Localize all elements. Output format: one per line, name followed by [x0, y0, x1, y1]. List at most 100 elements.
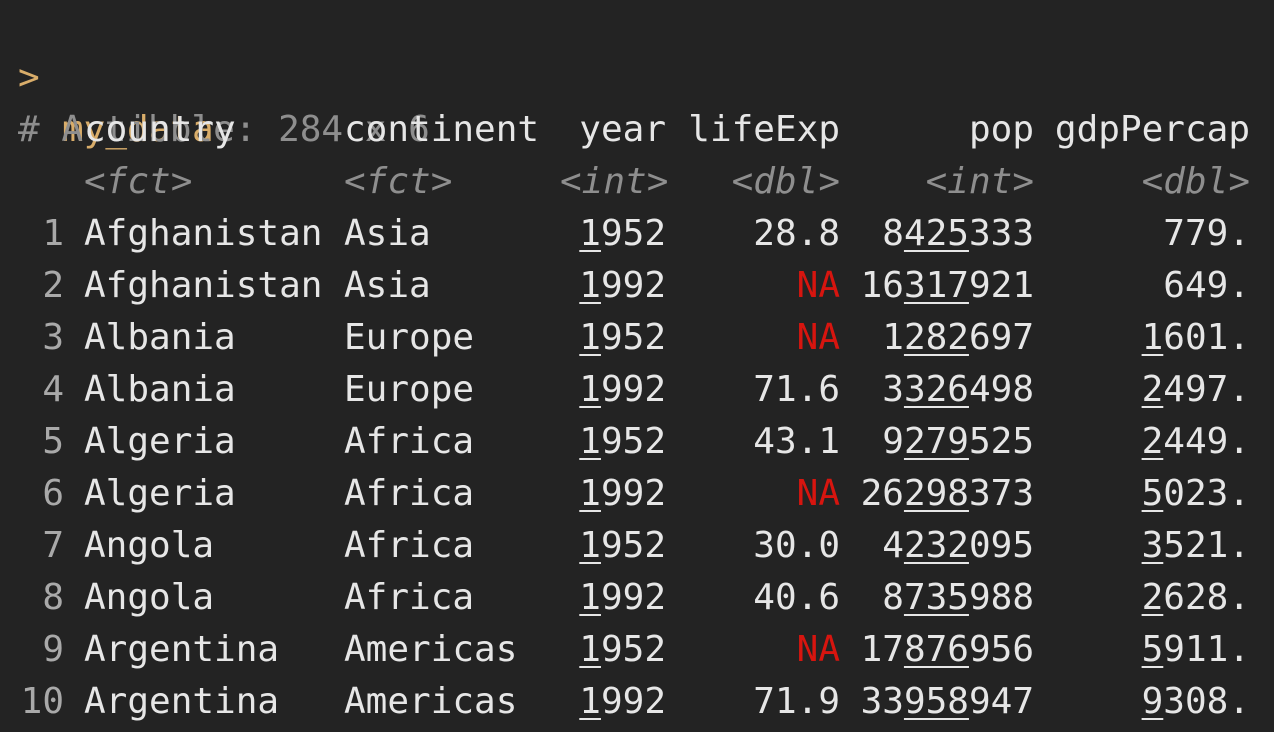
cell-lifeexp: 71.6 [753, 369, 840, 410]
cell-year: 1952 [579, 213, 666, 254]
cell-country: Albania [84, 317, 236, 358]
cell-pop: 17876956 [860, 629, 1034, 670]
table-row: 2 Afghanistan Asia 1992 NA 16317921 649. [0, 260, 1274, 312]
column-type-lifeexp: <dbl> [731, 161, 840, 202]
column-type-country: <fct> [84, 161, 193, 202]
cell-pop: 3326498 [882, 369, 1034, 410]
cell-country: Afghanistan [84, 213, 323, 254]
cell-continent: Americas [344, 681, 518, 722]
row-index: 1 [42, 213, 64, 254]
prompt-symbol: > [18, 57, 40, 98]
table-row: 5 Algeria Africa 1952 43.1 9279525 2449. [0, 416, 1274, 468]
tibble-header: # A tibble: 284 x 6 [0, 52, 1274, 150]
cell-pop: 16317921 [860, 265, 1034, 306]
cell-lifeexp: 43.1 [753, 421, 840, 462]
column-type-continent: <fct> [344, 161, 453, 202]
cell-gdppercap: 779. [1163, 213, 1250, 254]
cell-lifeexp: 40.6 [753, 577, 840, 618]
column-header-year: year [579, 109, 666, 150]
cell-pop: 8735988 [882, 577, 1034, 618]
cell-lifeexp: 30.0 [753, 525, 840, 566]
table-row: 9 Argentina Americas 1952 NA 17876956 5911. [0, 624, 1274, 676]
column-header-gdppercap: gdpPercap [1054, 109, 1250, 150]
cell-gdppercap: 5023. [1141, 473, 1250, 514]
column-type-pop: <int> [925, 161, 1034, 202]
cell-year: 1992 [579, 473, 666, 514]
cell-year: 1952 [579, 629, 666, 670]
cell-lifeexp: NA [796, 629, 840, 670]
cell-lifeexp: NA [796, 473, 840, 514]
cell-year: 1992 [579, 681, 666, 722]
cell-gdppercap: 1601. [1141, 317, 1250, 358]
cell-pop: 4232095 [882, 525, 1034, 566]
cell-year: 1952 [579, 421, 666, 462]
cell-country: Afghanistan [84, 265, 323, 306]
cell-country: Algeria [84, 421, 236, 462]
cell-continent: Asia [344, 265, 431, 306]
cell-continent: Americas [344, 629, 518, 670]
column-header-continent: continent [344, 109, 540, 150]
cell-pop: 9279525 [882, 421, 1034, 462]
cell-lifeexp: 71.9 [753, 681, 840, 722]
cell-year: 1992 [579, 265, 666, 306]
tibble-header-text: # A tibble: 284 x 6 [18, 109, 430, 150]
row-index: 6 [42, 473, 64, 514]
column-header-row: country continent year lifeExp pop gdpPe… [0, 104, 1274, 156]
cell-lifeexp: 28.8 [753, 213, 840, 254]
table-row: 1 Afghanistan Asia 1952 28.8 8425333 779. [0, 208, 1274, 260]
cell-country: Algeria [84, 473, 236, 514]
cell-gdppercap: 2497. [1141, 369, 1250, 410]
cell-year: 1992 [579, 577, 666, 618]
cell-continent: Africa [344, 577, 475, 618]
table-row: 6 Algeria Africa 1992 NA 26298373 5023. [0, 468, 1274, 520]
row-index: 7 [42, 525, 64, 566]
table-row: 8 Angola Africa 1992 40.6 8735988 2628. [0, 572, 1274, 624]
row-index: 2 [42, 265, 64, 306]
table-row: 4 Albania Europe 1992 71.6 3326498 2497. [0, 364, 1274, 416]
cell-year: 1992 [579, 369, 666, 410]
cell-pop: 33958947 [860, 681, 1034, 722]
cell-continent: Africa [344, 421, 475, 462]
cell-country: Angola [84, 577, 215, 618]
cell-continent: Africa [344, 525, 475, 566]
row-index: 8 [42, 577, 64, 618]
cell-pop: 26298373 [860, 473, 1034, 514]
row-index: 5 [42, 421, 64, 462]
cell-pop: 1282697 [882, 317, 1034, 358]
cell-pop: 8425333 [882, 213, 1034, 254]
cell-gdppercap: 2449. [1141, 421, 1250, 462]
cell-year: 1952 [579, 317, 666, 358]
prompt-line: > my_data [0, 0, 1274, 150]
column-header-country: country [84, 109, 236, 150]
cell-gdppercap: 5911. [1141, 629, 1250, 670]
column-header-lifeexp: lifeExp [688, 109, 840, 150]
column-type-row: <fct> <fct> <int> <dbl> <int> <dbl> [0, 156, 1274, 208]
column-header-pop: pop [968, 109, 1034, 150]
cell-gdppercap: 9308. [1141, 681, 1250, 722]
cell-gdppercap: 649. [1163, 265, 1250, 306]
cell-country: Angola [84, 525, 215, 566]
row-index: 10 [20, 681, 64, 722]
cell-continent: Asia [344, 213, 431, 254]
cell-gdppercap: 3521. [1141, 525, 1250, 566]
row-index: 9 [42, 629, 64, 670]
row-index: 3 [42, 317, 64, 358]
cell-country: Argentina [84, 681, 280, 722]
table-row: 3 Albania Europe 1952 NA 1282697 1601. [0, 312, 1274, 364]
cell-country: Argentina [84, 629, 280, 670]
cell-continent: Europe [344, 369, 475, 410]
cell-gdppercap: 2628. [1141, 577, 1250, 618]
cell-continent: Europe [344, 317, 475, 358]
column-type-gdppercap: <dbl> [1141, 161, 1250, 202]
row-index: 4 [42, 369, 64, 410]
command-text: my_data [62, 109, 214, 150]
column-type-year: <int> [560, 161, 669, 202]
table-row: 7 Angola Africa 1952 30.0 4232095 3521. [0, 520, 1274, 572]
cell-lifeexp: NA [796, 265, 840, 306]
cell-lifeexp: NA [796, 317, 840, 358]
cell-country: Albania [84, 369, 236, 410]
table-row: 10 Argentina Americas 1992 71.9 33958947 9308. [0, 676, 1274, 728]
cell-year: 1952 [579, 525, 666, 566]
cell-continent: Africa [344, 473, 475, 514]
